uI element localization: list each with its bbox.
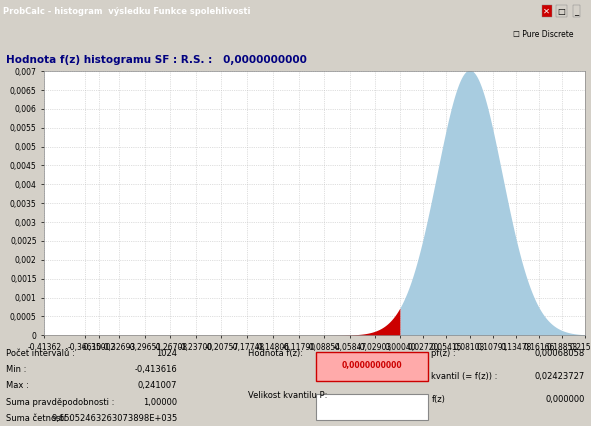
Text: _: _ [574, 7, 579, 16]
Text: 0,241007: 0,241007 [138, 381, 177, 391]
FancyBboxPatch shape [316, 394, 428, 420]
Text: ☐ Pure Discrete: ☐ Pure Discrete [513, 30, 573, 39]
Text: ProbCalc - histogram  výsledku Funkce spolehlivosti: ProbCalc - histogram výsledku Funkce spo… [3, 7, 251, 16]
Text: 0,0000000000: 0,0000000000 [342, 361, 402, 370]
Text: f(z): f(z) [431, 394, 445, 403]
Text: -0,413616: -0,413616 [135, 366, 177, 374]
Text: Suma pravděpodobnosti :: Suma pravděpodobnosti : [6, 397, 114, 407]
Text: 0,00068058: 0,00068058 [535, 349, 585, 358]
Text: 0,000000: 0,000000 [545, 394, 585, 403]
Text: kvantil (= f(z)) :: kvantil (= f(z)) : [431, 372, 498, 381]
Text: 1,00000: 1,00000 [143, 397, 177, 407]
Text: 0,02423727: 0,02423727 [535, 372, 585, 381]
Text: Max :: Max : [6, 381, 28, 391]
Text: Počet intervalů :: Počet intervalů : [6, 349, 74, 358]
Text: ✕: ✕ [543, 7, 550, 16]
Text: 1024: 1024 [156, 349, 177, 358]
Text: pf(z) :: pf(z) : [431, 349, 456, 358]
Text: 9,65052463263073898E+035: 9,65052463263073898E+035 [51, 414, 177, 423]
Text: Suma četností :: Suma četností : [6, 414, 72, 423]
Text: Hodnota f(z) histogramu SF : R.S. :   0,0000000000: Hodnota f(z) histogramu SF : R.S. : 0,00… [6, 55, 307, 65]
FancyBboxPatch shape [316, 352, 428, 381]
Text: Hodnota f(z):: Hodnota f(z): [248, 349, 303, 358]
Text: Min :: Min : [6, 366, 26, 374]
Text: □: □ [557, 7, 566, 16]
Text: Velikost kvantilu P:: Velikost kvantilu P: [248, 391, 327, 400]
